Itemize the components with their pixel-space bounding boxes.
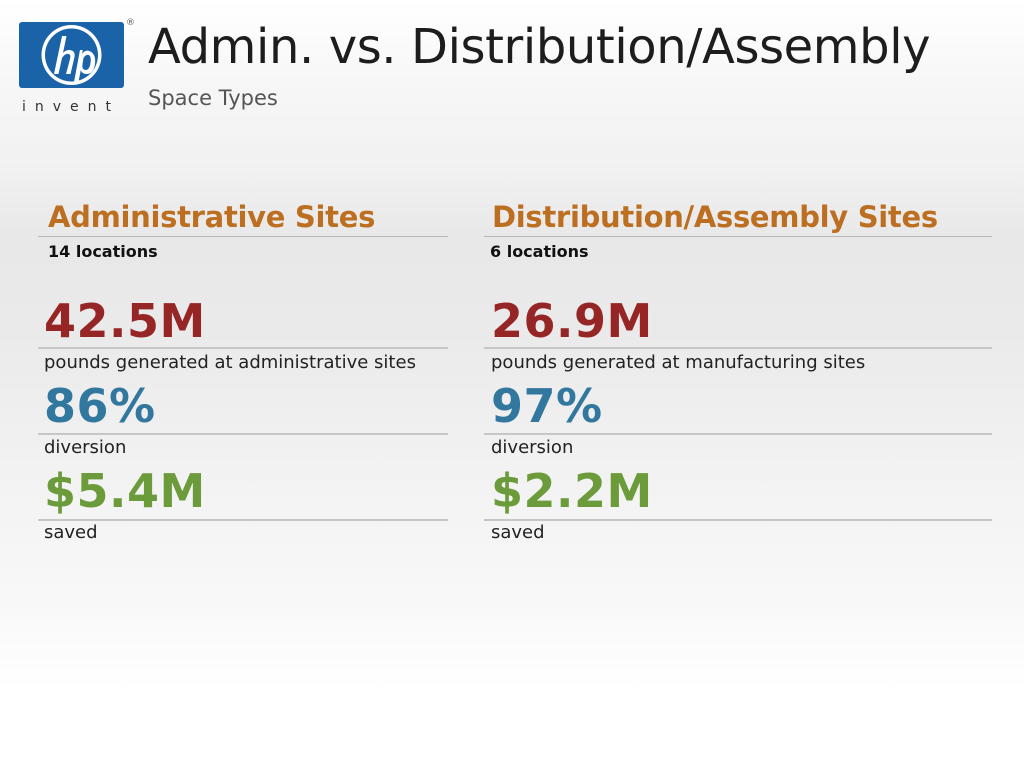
stat-divider — [484, 347, 992, 349]
page-title: Admin. vs. Distribution/Assembly — [148, 19, 931, 75]
heading-divider — [38, 236, 448, 237]
location-count: 14 locations — [48, 242, 158, 261]
diversion-label: diversion — [44, 437, 127, 458]
registered-mark: ® — [126, 18, 135, 28]
savings-label: saved — [44, 522, 98, 543]
heading-divider — [484, 236, 992, 237]
diversion-label: diversion — [491, 437, 574, 458]
stat-divider — [38, 519, 448, 521]
logo-tagline: invent — [22, 99, 121, 115]
savings-label: saved — [491, 522, 545, 543]
column-heading: Distribution/Assembly Sites — [492, 200, 938, 234]
pounds-value: 42.5M — [44, 294, 206, 348]
pounds-value: 26.9M — [491, 294, 653, 348]
location-count: 6 locations — [490, 242, 589, 261]
stat-divider — [38, 433, 448, 435]
hp-logo — [19, 22, 124, 88]
savings-value: $2.2M — [491, 464, 653, 518]
pounds-label: pounds generated at administrative sites — [44, 352, 416, 373]
pounds-label: pounds generated at manufacturing sites — [491, 352, 866, 373]
savings-value: $5.4M — [44, 464, 206, 518]
stat-divider — [484, 433, 992, 435]
page-subtitle: Space Types — [148, 86, 278, 110]
hp-logo-mark-icon — [41, 25, 102, 85]
diversion-value: 86% — [44, 379, 156, 433]
stat-divider — [484, 519, 992, 521]
stat-divider — [38, 347, 448, 349]
column-heading: Administrative Sites — [48, 200, 376, 234]
distribution-assembly-sites-column: Distribution/Assembly Sites 6 locations … — [484, 0, 992, 600]
administrative-sites-column: Administrative Sites 14 locations 42.5M … — [38, 0, 448, 600]
diversion-value: 97% — [491, 379, 603, 433]
